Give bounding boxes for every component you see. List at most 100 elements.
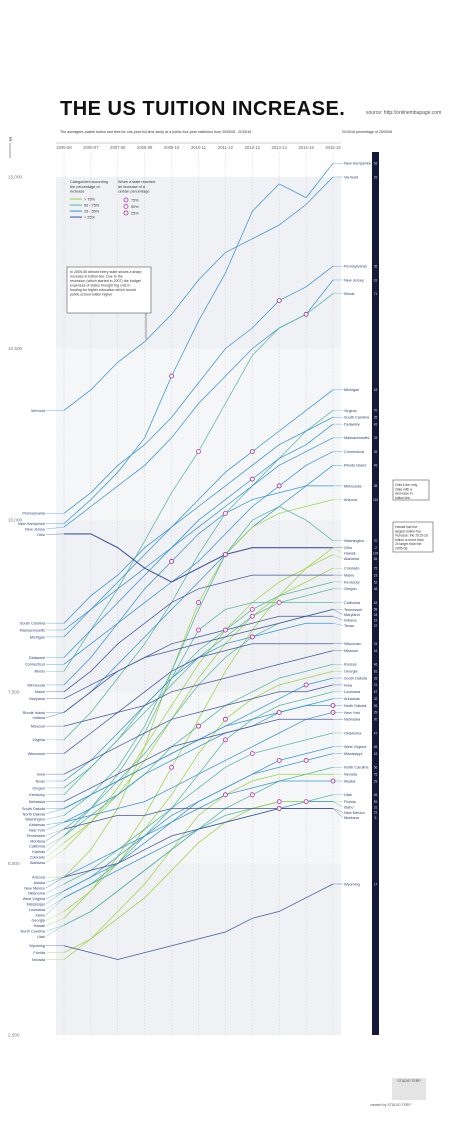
start-label: Maryland <box>29 697 45 701</box>
percentage-value: 83 <box>374 557 378 561</box>
source-note[interactable]: source: http://onlinembapage.com <box>366 110 442 116</box>
percentage-value: 46 <box>374 663 378 667</box>
end-label: New York <box>344 711 360 715</box>
start-label: Ohio <box>37 533 45 537</box>
end-label: Maryland <box>344 613 360 617</box>
series-line-maryland <box>63 609 334 700</box>
end-label: Illinois <box>344 292 355 296</box>
start-label: Nevada <box>32 958 46 962</box>
start-label: North Dakota <box>23 812 46 816</box>
start-label: Wyoming <box>29 944 45 948</box>
x-tick-label: 2009-10 <box>164 145 180 150</box>
start-label-leader <box>45 849 65 863</box>
series-line-georgia <box>63 670 334 912</box>
legend-label: > 75% <box>84 197 95 201</box>
percentage-value: 53 <box>374 162 378 166</box>
x-tick-label: 2011-12 <box>218 145 234 150</box>
percentage-value: 56 <box>374 766 378 770</box>
percentage-value: 48 <box>374 587 378 591</box>
percentage-value: 67 <box>374 690 378 694</box>
threshold-marker <box>303 799 309 805</box>
percentage-value: 75 <box>374 772 378 776</box>
start-label-leader <box>45 712 65 718</box>
percentage-value: 46 <box>374 793 378 797</box>
start-label: California <box>29 845 46 849</box>
series-line-washington <box>63 506 334 816</box>
start-label: Florida <box>33 951 45 955</box>
percentage-value: 31 <box>374 805 378 809</box>
studio-logo: STUDIO TERP <box>392 1078 426 1100</box>
end-label: Idaho <box>344 805 354 809</box>
start-label-leader <box>45 890 65 905</box>
end-label: Alaska <box>344 779 356 783</box>
series-line-missouri <box>63 650 334 727</box>
start-label-leader <box>45 842 65 858</box>
end-label: Missouri <box>344 649 358 653</box>
series-line-florida <box>63 801 333 953</box>
percentage-value: 5 <box>375 816 377 820</box>
start-label: Nebraska <box>29 800 46 804</box>
start-label-leader <box>45 835 65 847</box>
threshold-marker <box>276 600 282 606</box>
percentage-value: 129 <box>373 551 379 555</box>
series-line-indiana <box>63 615 333 713</box>
y-tick-label: 5,000 <box>8 861 20 866</box>
y-tick-label: 10,000 <box>8 518 22 523</box>
percentage-value: 17 <box>374 882 378 886</box>
percentage-value: 70 <box>374 409 378 413</box>
percentage-value: 75 <box>374 567 378 571</box>
threshold-marker <box>276 709 282 715</box>
marker-legend-title: an increase of a <box>118 185 146 189</box>
end-label: Nebraska <box>344 718 361 722</box>
percentage-column-header: 2015/16 percentage of 2005/06 <box>342 130 392 134</box>
ohio-note: Ohio's the only <box>395 483 418 487</box>
hawaii-note: 2x larger than the <box>395 542 422 546</box>
series-line-nevada <box>63 773 333 960</box>
percentage-value: 63 <box>374 601 378 605</box>
chart-title: THE US TUITION INCREASE. <box>60 98 346 120</box>
percentage-value: 58 <box>374 608 378 612</box>
threshold-marker <box>249 613 255 619</box>
threshold-marker <box>303 682 309 688</box>
start-label: West Virginia <box>23 897 46 901</box>
end-label: Arizona <box>344 498 358 502</box>
start-label-leader <box>45 911 65 921</box>
start-label-leader <box>45 918 65 926</box>
end-label: North Dakota <box>344 704 367 708</box>
end-label: Texas <box>344 624 354 628</box>
percentage-value: 32 <box>374 697 378 701</box>
ohio-note: tuition-fee. <box>395 496 411 500</box>
end-label: Washington <box>344 539 364 543</box>
marker-legend-title: certain percentage <box>118 190 149 194</box>
series-line-wyoming <box>63 883 334 960</box>
series-line-colorado <box>63 567 334 844</box>
percentage-value: 35 <box>374 416 378 420</box>
end-label: Georgia <box>344 670 358 674</box>
end-label: South Carolina <box>344 416 370 420</box>
series-line-vermont <box>63 176 334 411</box>
x-tick-label: 2007-08 <box>110 145 126 150</box>
threshold-marker <box>249 751 255 757</box>
legend-title: Categorized according <box>70 180 108 184</box>
end-label: New Hampshire <box>344 162 371 166</box>
threshold-marker <box>196 600 201 606</box>
end-label-leader <box>332 547 344 554</box>
hawaii-note: 2005-06 <box>395 546 408 550</box>
end-label: New Jersey <box>344 278 364 282</box>
hawaii-note: Hawaii has the <box>395 525 417 529</box>
end-label: Indiana <box>344 619 357 623</box>
end-label: Rhode Island <box>344 464 366 468</box>
start-label-leader <box>45 925 65 932</box>
series-line-virginia <box>63 410 334 741</box>
percentage-value: 23 <box>374 573 378 577</box>
x-tick-label: 2013-14 <box>272 145 288 150</box>
start-label: Wisconsin <box>28 752 45 756</box>
start-label-leader <box>45 822 65 825</box>
start-label: Pennsylvania <box>22 512 45 516</box>
series-line-ohio <box>64 533 333 583</box>
percentage-value: 39 <box>374 450 378 454</box>
start-label: Kansas <box>32 850 45 854</box>
band-0 <box>56 863 341 1035</box>
legend-title: increase <box>70 190 84 194</box>
